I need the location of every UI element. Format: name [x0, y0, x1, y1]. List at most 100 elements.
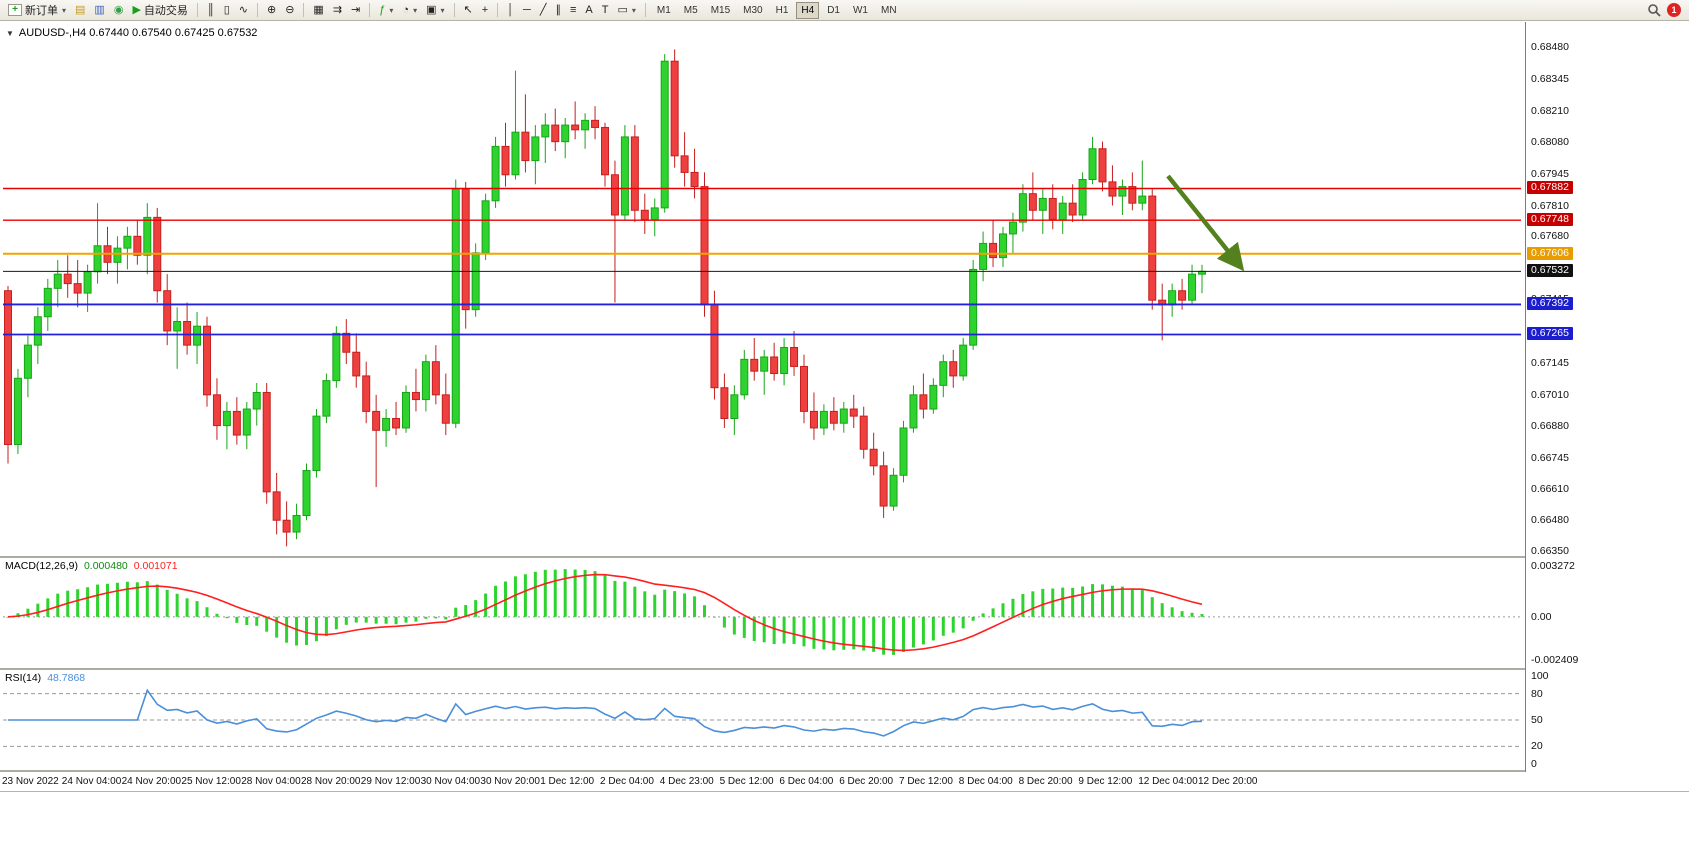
time-axis-label: 12 Dec 04:00 — [1138, 776, 1198, 787]
market-watch-icon[interactable]: ▤ — [71, 1, 89, 20]
timeframe-button-d1[interactable]: D1 — [827, 4, 840, 16]
shapes-icon[interactable]: ▭ ▾ — [613, 1, 639, 20]
time-axis-label: 28 Nov 04:00 — [241, 776, 301, 787]
navigator-icon: ▥ — [94, 3, 105, 16]
price-level-badge: 0.67882 — [1527, 181, 1573, 195]
timeframe-button-m5[interactable]: M5 — [683, 4, 698, 16]
horizontal-line-icon[interactable]: ─ — [519, 1, 535, 20]
indicators-icon: ƒ — [379, 3, 386, 16]
auto-scroll-icon[interactable]: ⇉ — [329, 1, 346, 20]
macd-label: MACD(12,26,9) 0.000480 0.001071 — [5, 560, 178, 572]
market-watch-icon: ▤ — [75, 3, 86, 16]
price-tick: 0.68345 — [1531, 72, 1569, 85]
macd-title: MACD(12,26,9) — [5, 560, 78, 572]
toolbar-separator — [256, 3, 258, 17]
price-tick: 0.68210 — [1531, 104, 1569, 117]
toolbar: + 新订单 ▾ ▤ ▥ ◉ ▶ 自动交易 ║ ▯ ∿ ⊕ ⊖ ▦ ⇉ ⇥ ƒ ▾ ◔ ▾ ▣ ▾ ↖ + │ ─ ╱ ∥ ≡ A T ▭ ▾ M1… — [0, 0, 1689, 21]
rsi-title: RSI(14) — [5, 672, 42, 684]
candlestick-chart-icon[interactable]: ▯ — [220, 1, 234, 20]
fibonacci-icon: ≡ — [569, 3, 577, 16]
price-level-badge: 0.67265 — [1527, 327, 1573, 341]
label-icon: T — [601, 3, 609, 16]
vertical-line-icon[interactable]: │ — [503, 1, 518, 20]
panel-splitter[interactable] — [0, 668, 1689, 670]
zoom-out-icon: ⊖ — [285, 3, 295, 16]
autotrading-button[interactable]: ▶ 自动交易 — [128, 1, 191, 20]
time-axis-label: 23 Nov 2022 — [2, 776, 59, 787]
terminal-icon[interactable]: ◉ — [110, 1, 128, 20]
timeframe-button-h1[interactable]: H1 — [775, 4, 789, 16]
time-axis-label: 1 Dec 12:00 — [540, 776, 595, 787]
time-axis-label: 29 Nov 12:00 — [360, 776, 421, 787]
templates-icon[interactable]: ▣ ▾ — [422, 1, 448, 20]
panel-splitter[interactable] — [0, 770, 1689, 772]
time-axis-label: 6 Dec 04:00 — [779, 776, 834, 787]
timeframe-button-m15[interactable]: M15 — [710, 4, 731, 16]
cursor-icon[interactable]: ↖ — [460, 1, 477, 20]
zoom-out-icon[interactable]: ⊖ — [281, 1, 298, 20]
cursor-icon: ↖ — [463, 3, 473, 16]
label-icon[interactable]: T — [598, 1, 613, 20]
timeframe-button-h4[interactable]: H4 — [796, 1, 820, 19]
autotrading-button-label: 自动交易 — [143, 5, 188, 17]
crosshair-icon[interactable]: + — [478, 1, 492, 20]
macd-axis-max: 0.003272 — [1531, 560, 1575, 572]
panel-splitter[interactable] — [0, 556, 1689, 558]
price-chart[interactable] — [0, 22, 1525, 556]
navigator-icon[interactable]: ▥ — [90, 1, 108, 20]
rsi-value: 48.7868 — [47, 672, 86, 684]
time-axis-label: 2 Dec 04:00 — [600, 776, 654, 787]
time-axis[interactable]: 23 Nov 2022 24 Nov 04:00 24 Nov 20:00 25 No… — [0, 772, 1689, 792]
tile-windows-icon[interactable]: ▦ — [309, 1, 327, 20]
price-tick: 0.68480 — [1531, 41, 1569, 53]
price-tick: 0.66880 — [1531, 419, 1569, 432]
price-level-badge: 0.67392 — [1527, 297, 1573, 311]
timeframe-button-w1[interactable]: W1 — [852, 4, 868, 16]
rsi-label: RSI(14) 48.7868 — [5, 672, 85, 684]
bar-chart-icon[interactable]: ║ — [203, 1, 219, 20]
macd-axis-min: -0.002409 — [1531, 654, 1579, 666]
line-chart-icon[interactable]: ∿ — [235, 1, 252, 20]
indicators-icon[interactable]: ƒ ▾ — [375, 1, 397, 20]
toolbar-separator — [369, 3, 371, 17]
price-axis[interactable]: 0.68480 0.68345 0.68210 0.68080 0.67945 0.678… — [1525, 22, 1689, 772]
zoom-in-icon[interactable]: ⊕ — [263, 1, 280, 20]
search-icon[interactable] — [1647, 3, 1661, 17]
macd-panel[interactable] — [0, 558, 1525, 668]
notification-badge[interactable]: 1 — [1667, 3, 1681, 17]
candles — [4, 49, 1206, 547]
rsi-line — [8, 688, 1203, 737]
rsi-panel[interactable] — [0, 670, 1525, 770]
fibonacci-icon[interactable]: ≡ — [566, 1, 580, 20]
trendline-icon[interactable]: ╱ — [536, 1, 551, 20]
new-order-button[interactable]: + 新订单 ▾ — [4, 1, 70, 20]
trendline-icon: ╱ — [539, 3, 547, 16]
price-tick: 0.66350 — [1531, 545, 1569, 557]
timeframe-button-m30[interactable]: M30 — [743, 4, 763, 16]
trend-arrow[interactable] — [1166, 174, 1245, 272]
toolbar-separator — [497, 3, 499, 17]
time-axis-label: 6 Dec 20:00 — [839, 776, 894, 787]
macd-axis-zero: 0.00 — [1531, 610, 1552, 623]
zoom-in-icon: ⊕ — [266, 3, 277, 16]
timeframe-button-m1[interactable]: M1 — [656, 4, 671, 16]
tile-windows-icon: ▦ — [313, 3, 324, 16]
dropdown-arrow-icon: ▾ — [440, 5, 445, 15]
chart-collapse-icon[interactable]: ▼ — [6, 28, 14, 38]
templates-icon: ▣ — [426, 3, 437, 16]
channel-icon[interactable]: ∥ — [551, 1, 565, 20]
chart-shift-icon[interactable]: ⇥ — [347, 1, 364, 20]
time-axis-label: 8 Dec 20:00 — [1018, 776, 1073, 787]
toolbar-separator — [644, 3, 646, 17]
price-tick: 0.68080 — [1531, 135, 1569, 148]
dropdown-arrow-icon: ▾ — [631, 5, 636, 15]
periods-icon[interactable]: ◔ ▾ — [398, 1, 421, 20]
candlestick-chart-icon: ▯ — [223, 3, 230, 16]
channel-icon: ∥ — [555, 3, 561, 16]
time-axis-label: 28 Nov 20:00 — [301, 776, 361, 787]
price-tick: 0.66610 — [1531, 483, 1569, 496]
time-axis-label: 7 Dec 12:00 — [899, 776, 953, 787]
text-icon[interactable]: A — [581, 1, 596, 20]
timeframe-button-mn[interactable]: MN — [880, 4, 897, 16]
